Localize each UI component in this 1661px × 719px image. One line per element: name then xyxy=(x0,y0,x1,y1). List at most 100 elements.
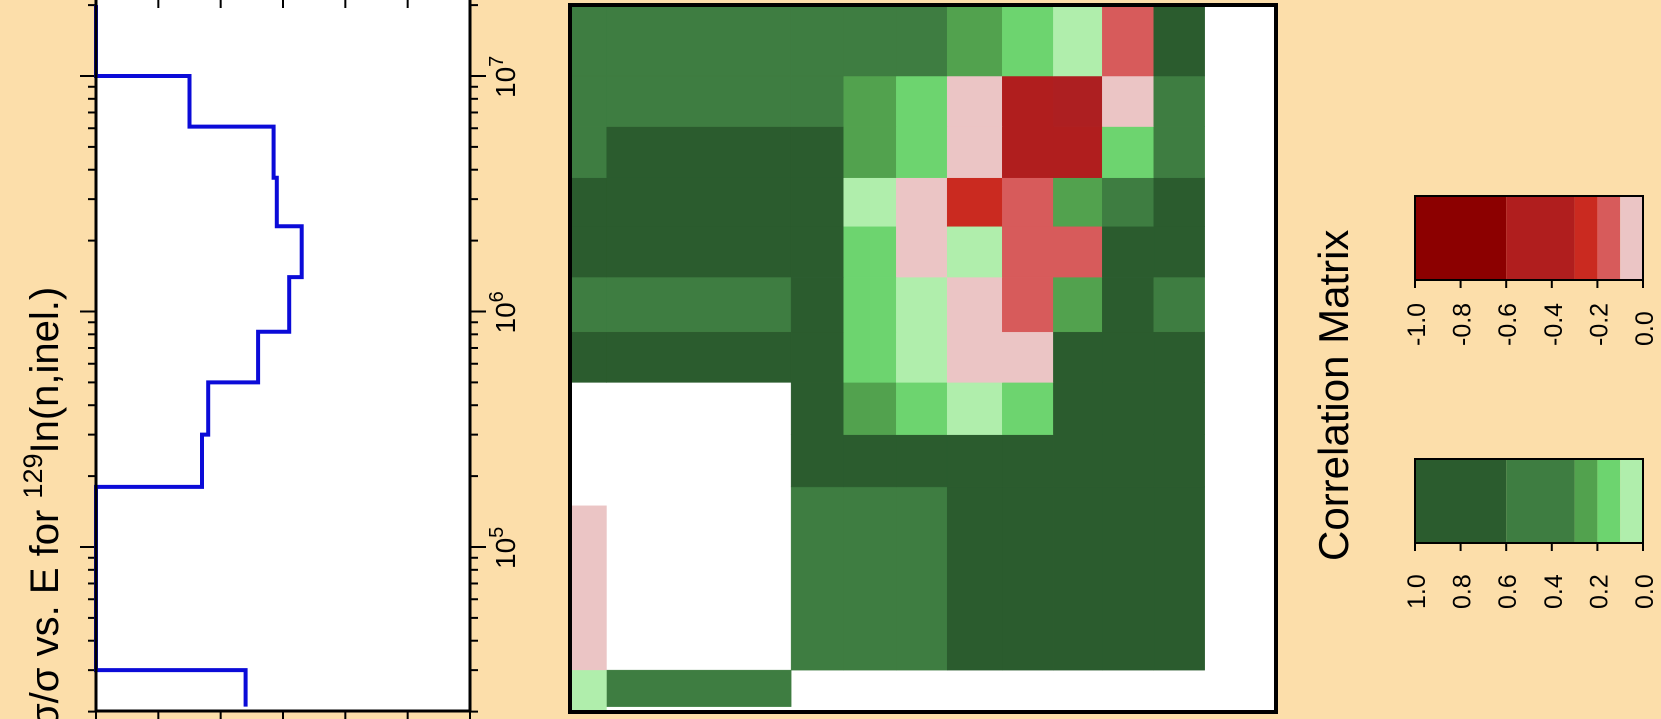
heatmap-cell xyxy=(1002,331,1054,383)
heatmap-cell xyxy=(896,486,948,671)
scale-tick-label: -0.4 xyxy=(1540,303,1568,346)
heatmap-cell xyxy=(896,4,948,77)
heatmap-cell xyxy=(790,382,844,435)
heatmap-cell xyxy=(946,226,1003,278)
heatmap-cell xyxy=(843,226,897,278)
heatmap-cell xyxy=(1002,75,1054,127)
heatmap-cell xyxy=(606,226,792,278)
color-band xyxy=(1506,459,1575,543)
heatmap-cell xyxy=(896,276,948,333)
heatmap-cell xyxy=(1153,4,1205,77)
heatmap-cells xyxy=(569,4,1205,712)
heatmap-cell xyxy=(790,434,844,488)
heatmap-cell xyxy=(790,177,844,227)
heatmap-cell xyxy=(569,177,607,227)
heatmap-cell xyxy=(1153,226,1205,278)
heatmap-cell xyxy=(570,505,607,671)
scale-tick-label: 0.0 xyxy=(1631,574,1659,609)
uncertainty-histogram-line xyxy=(94,5,304,707)
scale-tick-label: 1.0 xyxy=(1403,574,1431,609)
heatmap-cell xyxy=(1102,331,1155,383)
heatmap-cell xyxy=(569,126,607,178)
heatmap-cell xyxy=(896,226,948,278)
heatmap-cell xyxy=(1053,331,1103,383)
heatmap-cell xyxy=(606,177,792,227)
scale-frame xyxy=(1414,458,1644,544)
heatmap-cell xyxy=(946,331,1003,383)
heatmap-cell xyxy=(1053,226,1103,278)
heatmap-cell xyxy=(843,126,897,178)
heatmap-cell xyxy=(843,382,897,435)
negative-color-scale: -1.0 -0.8 -0.6 -0.4 -0.2 0.0 xyxy=(1403,195,1659,346)
heatmap-cell xyxy=(1102,177,1155,227)
heatmap-cell xyxy=(606,4,792,77)
heatmap-cell xyxy=(896,434,948,488)
heatmap-cell xyxy=(570,670,607,712)
heatmap-cell xyxy=(606,669,792,707)
scale-tick-label: 0.2 xyxy=(1585,574,1613,609)
scale-tick-label: -1.0 xyxy=(1403,303,1431,346)
heatmap-cell xyxy=(896,382,948,435)
heatmap-cell xyxy=(1002,177,1054,227)
scale-tick-label: -0.2 xyxy=(1585,303,1613,346)
heatmap-cell xyxy=(896,331,948,383)
color-band xyxy=(1574,459,1598,543)
heatmap-cell xyxy=(1053,382,1103,435)
heatmap-cell xyxy=(1153,75,1205,127)
heatmap-cell xyxy=(1102,276,1155,333)
positive-color-scale: 1.0 0.8 0.6 0.4 0.2 0.0 xyxy=(1403,458,1659,609)
color-band xyxy=(1506,196,1575,280)
heatmap-cell xyxy=(946,177,1003,227)
heatmap-cell xyxy=(1002,126,1054,178)
heatmap-cell xyxy=(1002,486,1054,671)
heatmap-frame xyxy=(568,3,1278,714)
heatmap-cell xyxy=(1102,226,1155,278)
scale-tick-label: -0.8 xyxy=(1449,303,1477,346)
heatmap-cell xyxy=(896,126,948,178)
heatmap-cell xyxy=(606,75,792,127)
heatmap-cell xyxy=(843,276,897,333)
y-axis-title: σ/σ vs. E for 129In(n,inel.) xyxy=(18,287,67,719)
heatmap-cell xyxy=(569,226,607,278)
heatmap-cell xyxy=(1053,126,1103,178)
heatmap-cell xyxy=(569,4,607,77)
heatmap-cell xyxy=(1102,75,1155,127)
heatmap-cell xyxy=(606,331,792,383)
heatmap-cell xyxy=(1153,331,1205,383)
heatmap-cell xyxy=(1102,126,1155,178)
heatmap-cell xyxy=(790,126,844,178)
color-band xyxy=(1415,459,1507,543)
heatmap-cell xyxy=(1102,434,1155,488)
heatmap-cell xyxy=(946,434,1003,488)
heatmap-cell xyxy=(1102,486,1155,671)
heatmap-cell xyxy=(1153,434,1205,488)
heatmap-cell xyxy=(1102,4,1155,77)
heatmap-cell xyxy=(946,4,1003,77)
heatmap-cell xyxy=(1153,382,1205,435)
heatmap-cell xyxy=(1002,226,1054,278)
heatmap-cell xyxy=(896,177,948,227)
color-band xyxy=(1597,459,1621,543)
heatmap-cell xyxy=(1002,4,1054,77)
heatmap-cell xyxy=(790,226,844,278)
heatmap-cell xyxy=(606,276,792,333)
log-tick-label: 107 xyxy=(486,56,521,98)
heatmap-cell xyxy=(1053,276,1103,333)
color-band xyxy=(1620,459,1643,543)
heatmap-cell xyxy=(843,4,897,77)
uncertainty-panel: 107 106 105 σ/σ vs. E for 129In(n,inel.) xyxy=(18,0,521,719)
heatmap-cell xyxy=(1002,382,1054,435)
heatmap-cell xyxy=(790,276,844,333)
color-band xyxy=(1415,196,1507,280)
correlation-matrix-title: Correlation Matrix xyxy=(1310,230,1357,561)
heatmap-cell xyxy=(843,434,897,488)
heatmap-cell xyxy=(946,126,1003,178)
log-tick-labels: 107 106 105 xyxy=(486,56,521,569)
heatmap-cell xyxy=(1053,75,1103,127)
scale-tick-label: 0.8 xyxy=(1449,574,1477,609)
log-tick-label: 105 xyxy=(486,527,521,569)
color-band xyxy=(1597,196,1621,280)
correlation-heatmap xyxy=(568,3,1278,714)
scale-tick-label: -0.6 xyxy=(1494,303,1522,346)
